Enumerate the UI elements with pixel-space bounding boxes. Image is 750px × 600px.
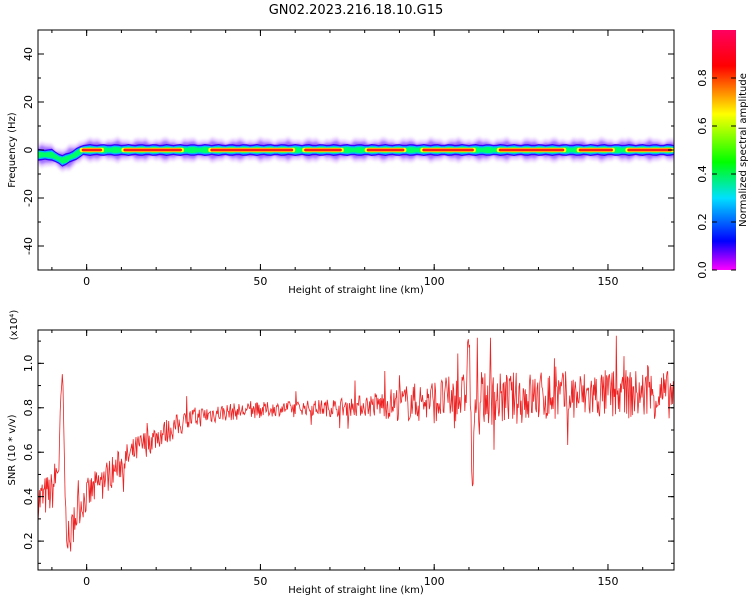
spectrogram-x-tick-label: 50 xyxy=(253,275,267,288)
spectrogram-heatmap xyxy=(38,136,674,172)
spectrogram-y-tick-label: 40 xyxy=(22,47,35,61)
spectrogram-x-ticks: 0 50 100 150 xyxy=(51,30,644,288)
heatmap-core-red xyxy=(210,148,294,152)
snr-y-axis-label: SNR (10 * v/v) xyxy=(7,414,18,485)
colorbar-gradient xyxy=(712,30,736,270)
snr-y-tick-label: 0.2 xyxy=(22,532,35,550)
spectrogram-y-ticks: -40 -20 0 20 40 xyxy=(22,29,674,271)
snr-y-ticks: 0.2 0.4 0.6 0.8 1.0 xyxy=(22,340,674,564)
heatmap-dip-core xyxy=(59,157,70,164)
snr-series-line xyxy=(38,335,674,552)
colorbar-tick-label: 0.2 xyxy=(696,213,709,231)
heatmap-core-red xyxy=(498,148,565,152)
spectrogram-y-axis-label: Frequency (Hz) xyxy=(7,112,18,188)
heatmap-core-red xyxy=(578,148,613,152)
snr-y-scale-label: (x10⁴) xyxy=(9,310,20,341)
colorbar-tick-label: 0.8 xyxy=(696,69,709,87)
colorbar: 0.0 0.2 0.4 0.6 0.8 Normalized spectral ampl… xyxy=(696,30,749,279)
heatmap-core-red xyxy=(81,148,103,152)
colorbar-ticks: 0.0 0.2 0.4 0.6 0.8 xyxy=(696,69,736,279)
heatmap-core-red xyxy=(366,148,405,152)
colorbar-label: Normalized spectral amplitude xyxy=(738,73,749,227)
spectrogram-x-tick-label: 0 xyxy=(83,275,90,288)
snr-panel: 0 50 100 150 0.2 0.4 0.6 0.8 1.0 (x10⁴) Height … xyxy=(7,310,675,596)
colorbar-tick-label: 0.4 xyxy=(696,165,709,183)
snr-y-tick-label: 0.6 xyxy=(22,443,35,461)
snr-y-tick-label: 0.4 xyxy=(22,488,35,506)
snr-y-tick-label: 1.0 xyxy=(22,355,35,373)
spectrogram-y-tick-label: 0 xyxy=(22,147,35,154)
heatmap-core-red xyxy=(627,148,672,152)
snr-x-ticks: 0 50 100 150 xyxy=(51,330,644,588)
snr-x-tick-label: 100 xyxy=(424,575,445,588)
colorbar-tick-label: 0.0 xyxy=(696,261,709,279)
snr-y-tick-label: 0.8 xyxy=(22,399,35,417)
heatmap-core-red xyxy=(123,148,182,152)
spectrogram-x-tick-label: 150 xyxy=(597,275,618,288)
snr-x-tick-label: 50 xyxy=(253,575,267,588)
spectrogram-y-tick-label: -40 xyxy=(22,237,35,255)
chart-title: GN02.2023.216.18.10.G15 xyxy=(269,3,444,18)
snr-x-axis-label: Height of straight line (km) xyxy=(288,585,424,596)
spectrogram-y-tick-label: 20 xyxy=(22,95,35,109)
spectrogram-y-tick-label: -20 xyxy=(22,189,35,207)
snr-x-tick-label: 150 xyxy=(597,575,618,588)
heatmap-core-red xyxy=(304,148,342,152)
snr-frame xyxy=(37,329,675,571)
spectrogram-panel: 0 50 100 150 -40 -20 0 20 40 Height of straight… xyxy=(7,29,675,296)
snr-x-tick-label: 0 xyxy=(83,575,90,588)
colorbar-tick-label: 0.6 xyxy=(696,117,709,135)
heatmap-core-red xyxy=(422,148,474,152)
spectrogram-x-axis-label: Height of straight line (km) xyxy=(288,285,424,296)
spectrogram-x-tick-label: 100 xyxy=(424,275,445,288)
